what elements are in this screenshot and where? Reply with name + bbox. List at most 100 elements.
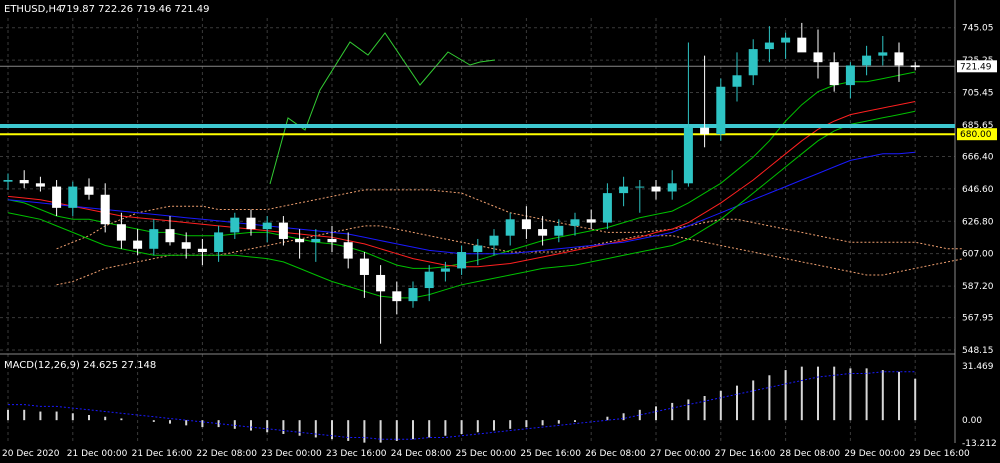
candle-body <box>181 242 191 249</box>
candle <box>700 55 710 148</box>
price-tag-box <box>957 60 997 73</box>
time-tick-label: 27 Dec 16:00 <box>715 449 776 459</box>
candle <box>197 238 207 266</box>
price-tick-label: 548.15 <box>962 346 994 356</box>
candle <box>473 238 483 266</box>
candle-body <box>829 62 839 86</box>
time-tick-label: 23 Dec 16:00 <box>326 449 387 459</box>
price-tick-label: 666.40 <box>962 152 994 162</box>
macd-histogram <box>7 366 917 443</box>
candle <box>667 170 677 200</box>
candle-body <box>894 52 904 66</box>
candle <box>149 219 159 256</box>
candle-body <box>619 186 629 194</box>
candle-body <box>343 242 353 259</box>
candle-body <box>602 193 612 223</box>
candle-body <box>424 271 434 289</box>
candle <box>165 216 175 246</box>
candle-body <box>376 274 386 292</box>
candle-body <box>295 238 305 243</box>
candle <box>376 265 386 344</box>
candle <box>813 29 823 79</box>
candle <box>246 209 256 236</box>
candle <box>262 216 272 243</box>
candle-body <box>392 291 402 302</box>
candle-body <box>586 219 596 223</box>
price-axis: 745.05725.25705.45685.65666.40646.60626.… <box>957 24 997 449</box>
price-tick-label: 685.65 <box>962 121 994 131</box>
candle <box>84 178 94 200</box>
candle-body <box>651 186 661 192</box>
candle <box>781 32 791 59</box>
candle-body <box>3 180 13 182</box>
candle <box>3 173 13 190</box>
ohlc-label: 719.87 722.26 719.46 721.49 <box>60 4 210 15</box>
candle <box>554 219 564 243</box>
time-tick-label: 21 Dec 16:00 <box>132 449 193 459</box>
price-tick-label: 646.60 <box>962 185 994 195</box>
time-tick-label: 29 Dec 16:00 <box>909 449 970 459</box>
time-tick-label: 26 Dec 08:00 <box>585 449 646 459</box>
candle <box>311 229 321 262</box>
candle <box>52 180 62 217</box>
candle-body <box>635 186 645 188</box>
candle-body <box>327 238 337 243</box>
candle-body <box>149 229 159 249</box>
candle <box>651 180 661 200</box>
candle-body <box>100 194 110 225</box>
candle-body <box>489 235 499 246</box>
candle-body <box>246 217 256 230</box>
candle <box>408 281 418 308</box>
candle-body <box>359 258 369 275</box>
candle <box>910 62 920 71</box>
candle <box>214 225 224 262</box>
candle <box>116 212 126 249</box>
candle <box>68 181 78 217</box>
candle <box>570 212 580 236</box>
time-tick-label: 21 Dec 00:00 <box>67 449 128 459</box>
candle <box>457 245 467 275</box>
candle <box>521 206 531 239</box>
candle <box>343 232 353 269</box>
macd-tick-label: -13.212 <box>962 439 997 449</box>
horizontal-levels <box>0 65 955 136</box>
candle <box>489 229 499 256</box>
price-tick-label: 587.20 <box>962 282 994 292</box>
candle-body <box>521 219 531 230</box>
candle-body <box>716 86 726 135</box>
candle-body <box>35 183 45 187</box>
candle <box>424 265 434 302</box>
candle <box>181 232 191 259</box>
candle-body <box>262 222 272 230</box>
candle-body <box>570 219 580 226</box>
candle <box>359 252 369 298</box>
candle-body <box>667 183 677 192</box>
candle-body <box>52 186 62 208</box>
price-tick-label: 745.05 <box>962 24 994 34</box>
candlesticks <box>3 22 920 344</box>
candle-body <box>845 65 855 86</box>
line-ma_lower <box>7 110 916 299</box>
candle <box>829 52 839 92</box>
candle <box>505 212 515 246</box>
candle <box>392 281 402 315</box>
time-tick-label: 24 Dec 08:00 <box>391 449 452 459</box>
price-tag-box <box>957 128 997 141</box>
symbol-label: ETHUSD,H4 <box>4 4 62 15</box>
candle <box>764 26 774 63</box>
candle <box>440 261 450 282</box>
candle-body <box>197 248 207 253</box>
candle-body <box>19 180 29 184</box>
candle-body <box>311 238 321 243</box>
candle <box>100 183 110 233</box>
candle-body <box>538 229 548 236</box>
candle-body <box>700 127 710 135</box>
candle-body <box>748 49 758 76</box>
candle <box>732 52 742 102</box>
macd-tick-label: 0.00 <box>962 416 982 426</box>
macd-tick-label: 31.469 <box>962 362 994 372</box>
time-axis: 20 Dec 2020 21 Dec 00:00 21 Dec 16:00 22 De… <box>2 449 970 459</box>
macd-label: MACD(12,26,9) 24.625 27.148 <box>4 360 156 371</box>
candle <box>894 42 904 82</box>
